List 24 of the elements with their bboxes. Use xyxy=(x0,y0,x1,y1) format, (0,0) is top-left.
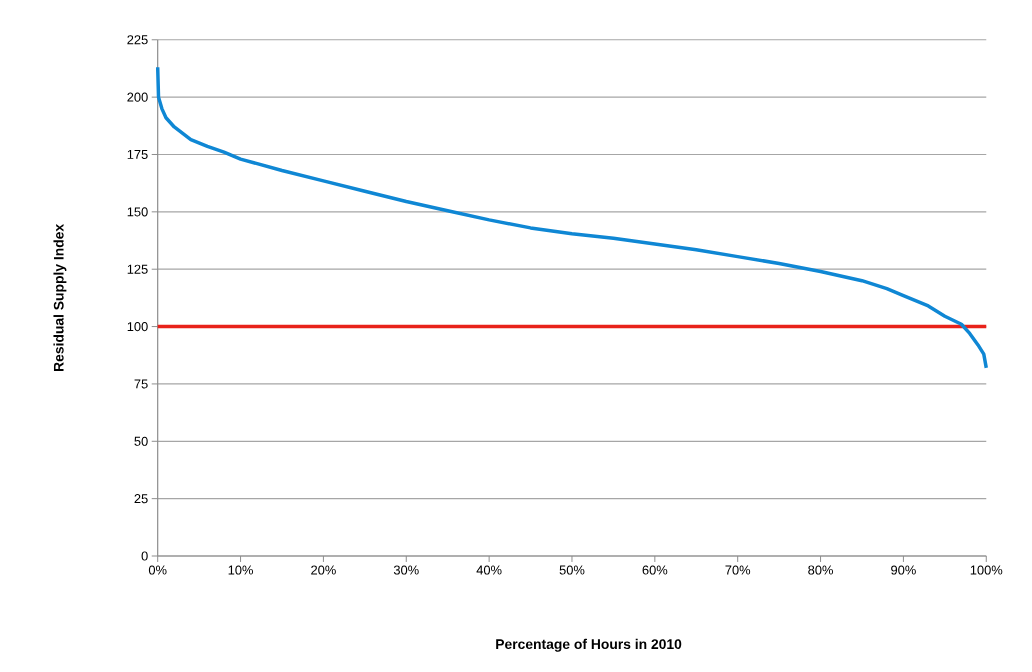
y-tick-label: 50 xyxy=(134,436,148,446)
x-tick-label: 90% xyxy=(891,565,916,575)
x-axis-title: Percentage of Hours in 2010 xyxy=(496,638,682,652)
x-tick-label: 0% xyxy=(148,565,167,575)
x-tick-label: 50% xyxy=(559,565,585,575)
x-tick-label: 100% xyxy=(970,565,1003,575)
y-tick-label: 75 xyxy=(134,379,148,389)
y-tick-label: 175 xyxy=(127,149,148,159)
y-tick-label: 125 xyxy=(127,264,148,274)
y-tick-label: 150 xyxy=(127,207,148,217)
x-tick-label: 20% xyxy=(311,565,336,575)
y-tick-label: 100 xyxy=(127,321,148,331)
x-tick-label: 80% xyxy=(808,565,833,575)
y-axis-title: Residual Supply Index xyxy=(53,223,67,371)
x-tick-label: 10% xyxy=(228,565,253,575)
y-tick-label: 0 xyxy=(141,551,148,561)
line-series xyxy=(155,65,989,370)
y-tick-label: 25 xyxy=(134,493,148,504)
y-tick-label: 200 xyxy=(127,92,148,102)
x-tick-label: 70% xyxy=(725,565,751,575)
x-tick-label: 40% xyxy=(476,565,502,575)
x-tick-label: 30% xyxy=(393,565,419,575)
y-tick-label: 225 xyxy=(127,35,148,45)
x-tick-label: 60% xyxy=(642,565,668,575)
